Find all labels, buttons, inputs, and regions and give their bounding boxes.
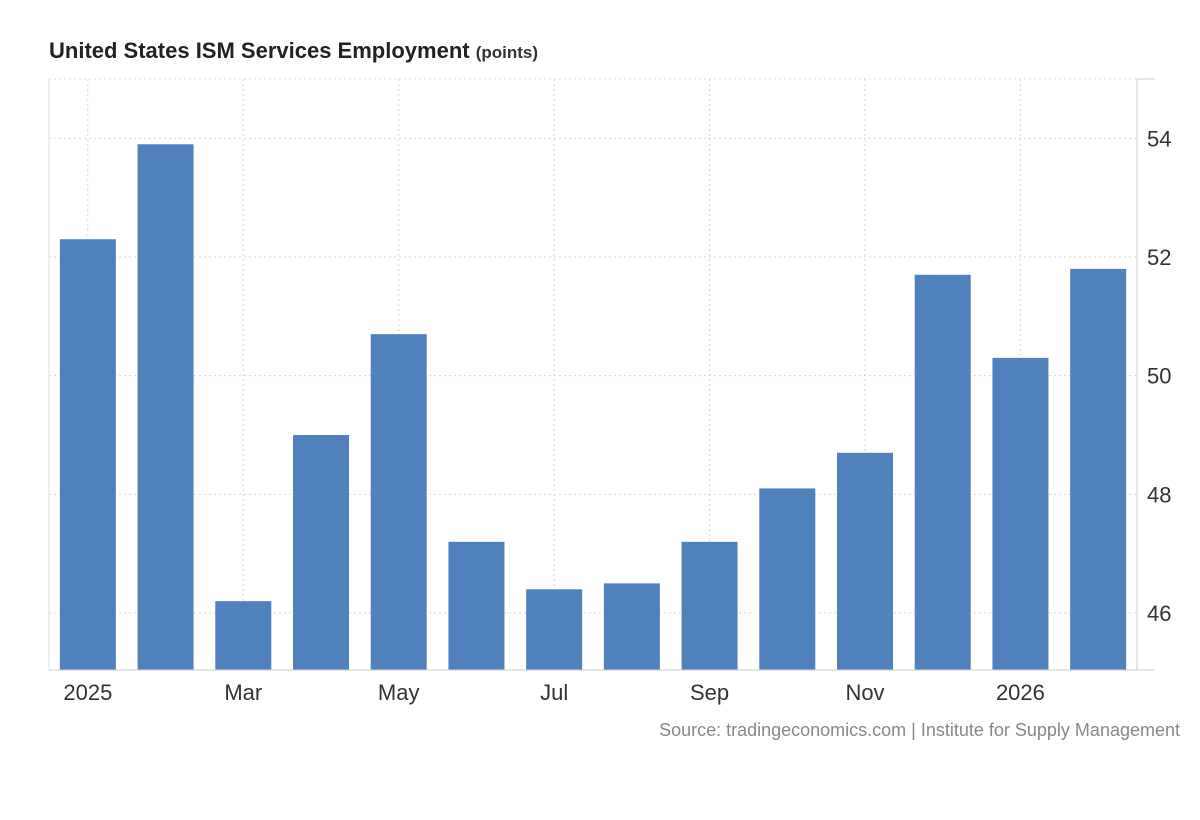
bar: Jun 2025: 47.2 (448, 541, 505, 670)
y-tick-label: 46 (1147, 601, 1171, 626)
bar: Aug 2025: 46.5 (603, 583, 660, 670)
y-tick-label: 54 (1147, 126, 1171, 151)
grid-lines (49, 78, 1137, 670)
bar: Oct 2025: 48.1 (759, 488, 816, 670)
chart-unit: (points) (475, 43, 539, 62)
x-tick-label: May (378, 680, 420, 705)
y-axis-labels: 46 48 50 52 54 (1147, 126, 1171, 626)
chart-title: United States ISM Services Employment (p… (49, 38, 538, 64)
bars: Jan 2025: 52.3 Feb 2025: 53.9 Mar 2025: 46… (59, 144, 1127, 670)
source-credit: Source: tradingeconomics.com | Institute… (659, 720, 1180, 740)
bar: Apr 2025: 49 (293, 435, 349, 670)
x-tick-label: Jul (540, 680, 568, 705)
bar: May 2025: 50.7 (370, 334, 427, 670)
x-tick-label: Mar (224, 680, 262, 705)
bar: Feb 2026: 51.8 (1070, 268, 1127, 670)
bar: Jan 2025: 52.3 (59, 239, 116, 670)
bar: Nov 2025: 48.7 (837, 452, 893, 670)
x-tick-label: Sep (690, 680, 729, 705)
bar: Feb 2025: 53.9 (137, 144, 194, 670)
y-tick-label: 48 (1147, 482, 1171, 507)
bar: Sep 2025: 47.2 (681, 541, 738, 670)
axes (48, 78, 1155, 671)
x-tick-label: 2025 (63, 680, 112, 705)
x-tick-label: 2026 (996, 680, 1045, 705)
x-tick-label: Nov (845, 680, 884, 705)
y-tick-label: 52 (1147, 245, 1171, 270)
x-axis-labels: 2025 Mar May Jul Sep Nov 2026 (63, 680, 1045, 705)
bar: Dec 2025: 51.7 (914, 274, 971, 670)
bar: Mar 2025: 46.2 (215, 601, 272, 670)
y-tick-label: 50 (1147, 364, 1171, 389)
bar: Jan 2026: 50.3 (992, 357, 1049, 670)
chart-title-text: United States ISM Services Employment (49, 38, 470, 63)
bar: Jul 2025: 46.4 (526, 589, 583, 670)
